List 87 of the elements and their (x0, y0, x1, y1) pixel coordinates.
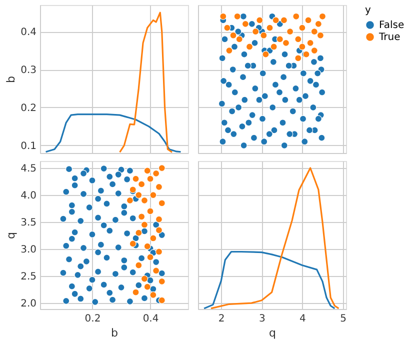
x-tick-label: 5 (340, 314, 346, 324)
point (150, 291, 157, 298)
point (152, 170, 160, 177)
point (246, 43, 254, 50)
point (144, 167, 151, 174)
point (260, 32, 268, 39)
y-tick-label: 3.5 (20, 218, 36, 229)
x-axis-title: q (269, 326, 276, 340)
point (138, 213, 146, 220)
point (314, 20, 322, 28)
y-tick-label: 4.0 (20, 190, 36, 202)
point (282, 39, 290, 46)
point (140, 221, 148, 228)
point (126, 196, 134, 204)
point (144, 283, 151, 290)
y-tick-label: 0.4 (20, 27, 36, 38)
point (150, 191, 157, 199)
point (146, 254, 154, 261)
point (292, 12, 300, 20)
y-axis-title: b (4, 76, 18, 83)
point (132, 175, 140, 182)
x-tick-label: 2 (218, 314, 225, 324)
x-axis-title: b (111, 326, 118, 340)
point (252, 28, 260, 36)
legend-label: False (379, 20, 404, 31)
point (298, 24, 306, 32)
point (135, 229, 142, 236)
point (152, 267, 160, 274)
legend-title: y (365, 5, 371, 16)
point (272, 16, 280, 24)
y-tick-label: 0.2 (20, 102, 36, 114)
point (135, 262, 142, 269)
y-axis-title: q (4, 232, 18, 239)
line-series (119, 12, 173, 153)
point (129, 240, 136, 248)
x-tick-label: 4 (300, 314, 306, 324)
point (158, 200, 166, 207)
point (226, 47, 233, 54)
point (158, 296, 166, 304)
point (155, 183, 163, 190)
y-tick-label: 4.5 (20, 164, 36, 175)
point (280, 16, 288, 24)
point (155, 248, 163, 256)
point (256, 16, 264, 24)
x-tick-label: 0.4 (142, 314, 159, 324)
point (234, 12, 241, 20)
line-series (45, 113, 182, 153)
y-tick-label: 2.0 (20, 298, 36, 310)
point (306, 39, 314, 46)
point (266, 24, 274, 32)
point (140, 275, 148, 282)
point (310, 47, 318, 54)
point (286, 28, 294, 36)
point (298, 43, 306, 50)
point (270, 43, 278, 50)
y-tick-label: 0.1 (20, 140, 36, 152)
point (155, 226, 163, 234)
point (316, 32, 324, 39)
point (146, 175, 154, 182)
point (138, 180, 146, 188)
y-tick-label: 2.5 (20, 272, 36, 283)
x-tick-label: 0.2 (84, 314, 101, 324)
point (310, 28, 318, 36)
point (242, 20, 249, 28)
point (236, 36, 243, 43)
point (262, 50, 270, 58)
y-tick-label: 0.3 (20, 65, 36, 76)
point (158, 278, 166, 285)
point (230, 32, 237, 39)
legend-label: True (378, 32, 400, 43)
point (144, 242, 151, 250)
point (155, 216, 163, 223)
y-tick-label: 3.0 (20, 244, 36, 256)
point (276, 36, 284, 43)
point (294, 54, 302, 62)
point (158, 164, 166, 172)
point (304, 16, 312, 24)
point (150, 234, 157, 242)
point (318, 12, 326, 20)
point (135, 191, 142, 199)
point (224, 24, 231, 32)
point (132, 288, 140, 296)
point (146, 208, 154, 215)
point (220, 12, 227, 20)
point (140, 196, 148, 204)
point (294, 36, 302, 43)
x-tick-label: 3 (258, 314, 266, 324)
